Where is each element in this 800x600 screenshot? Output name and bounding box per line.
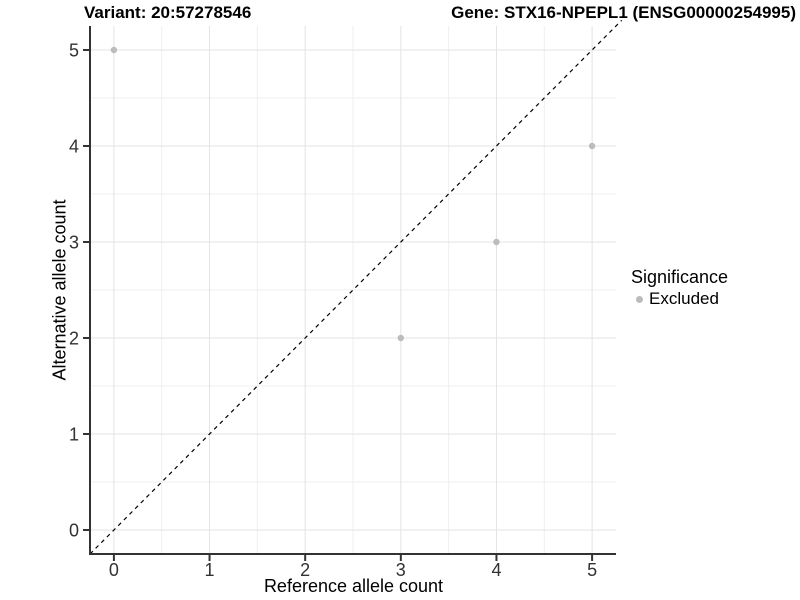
y-axis-title: Alternative allele count (49, 199, 70, 381)
y-tick-label: 0 (69, 521, 79, 541)
x-tick-label: 2 (300, 560, 310, 580)
x-tick-label: 1 (205, 560, 215, 580)
legend: Significance Excluded (631, 266, 728, 309)
y-tick-label: 2 (69, 329, 79, 349)
y-tick-label: 5 (69, 41, 79, 61)
legend-point-icon (636, 295, 643, 303)
data-point (110, 46, 118, 54)
legend-title: Significance (631, 267, 729, 287)
identity-line (89, 19, 623, 555)
variant-title: Variant: 20:57278546 (84, 3, 252, 22)
x-tick-label: 5 (587, 560, 597, 580)
data-point (397, 334, 405, 342)
x-tick-label: 4 (491, 560, 501, 580)
x-tick-label: 3 (396, 560, 406, 580)
y-tick-label: 3 (69, 233, 79, 253)
gene-title: Gene: STX16-NPEPL1 (ENSG00000254995) (451, 3, 796, 22)
legend-item-excluded: Excluded (631, 289, 728, 309)
data-point (493, 238, 500, 246)
x-tick-label: 0 (109, 560, 119, 580)
y-tick-label: 1 (69, 425, 79, 445)
legend-key (631, 291, 648, 308)
x-axis-title: Reference allele count (263, 576, 444, 596)
data-point (588, 142, 596, 150)
y-tick-label: 4 (69, 137, 79, 157)
legend-item-label: Excluded (649, 289, 719, 308)
